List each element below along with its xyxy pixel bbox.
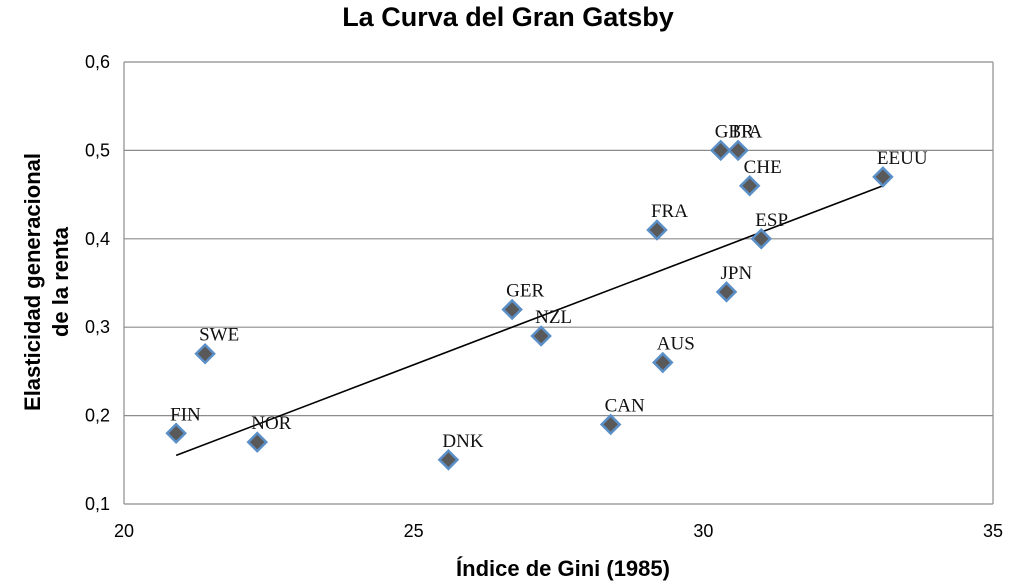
- y-tick-label: 0,1: [85, 494, 110, 514]
- point-label: FRA: [651, 201, 688, 222]
- y-tick-label: 0,6: [85, 52, 110, 72]
- x-axis-label: Índice de Gini (1985): [456, 556, 670, 581]
- data-points: [165, 139, 894, 471]
- data-point: [727, 139, 749, 162]
- data-point: [872, 166, 894, 188]
- point-label: SWE: [199, 325, 239, 346]
- y-tick-label: 0,2: [85, 406, 110, 426]
- point-label: CAN: [605, 395, 645, 416]
- data-point: [652, 351, 674, 374]
- y-tick-label: 0,5: [85, 140, 110, 160]
- point-label: NZL: [535, 307, 572, 328]
- data-point: [599, 413, 622, 436]
- point-label: AUS: [657, 334, 695, 355]
- data-point: [165, 422, 187, 445]
- x-tick-label: 20: [114, 521, 134, 541]
- trendline: [175, 185, 884, 457]
- point-label: FIN: [170, 404, 201, 425]
- point-label: NOR: [251, 413, 291, 434]
- y-tick-label: 0,3: [85, 317, 110, 337]
- data-point: [738, 174, 761, 197]
- point-label: EEUU: [877, 148, 928, 169]
- data-point: [246, 431, 269, 453]
- x-tick-label: 30: [693, 521, 713, 541]
- y-axis-ticks: 0,1 0,2 0,3 0,4 0,5 0,6: [85, 52, 110, 514]
- x-axis-ticks: 20 25 30 35: [114, 521, 1003, 541]
- x-tick-label: 35: [983, 521, 1003, 541]
- point-label: ESP: [755, 210, 788, 231]
- gridlines: [123, 61, 994, 505]
- trendline-group: [175, 185, 884, 457]
- data-point: [750, 228, 773, 250]
- point-label: DNK: [442, 431, 483, 452]
- point-label: GBR: [715, 121, 754, 142]
- y-tick-label: 0,4: [85, 229, 110, 249]
- data-point: [437, 449, 460, 471]
- data-point: [530, 325, 552, 347]
- data-point: [646, 219, 668, 241]
- x-tick-label: 25: [404, 521, 424, 541]
- point-label: ITA: [732, 121, 762, 142]
- y-axis-label-line1: Elasticidad generacional: [20, 153, 45, 411]
- point-labels: FIN SWE NOR DNK GER NZL CAN FRA AUS GBR JPN ITA CHE E…: [170, 121, 928, 451]
- point-label: GER: [506, 281, 544, 302]
- point-label: JPN: [721, 263, 753, 284]
- y-axis-label-line2: de la renta: [48, 226, 73, 337]
- chart-title: La Curva del Gran Gatsby: [342, 2, 674, 32]
- data-point: [194, 342, 216, 365]
- data-point: [709, 139, 732, 162]
- data-point: [715, 281, 738, 303]
- data-point: [501, 298, 523, 321]
- point-label: CHE: [744, 157, 782, 178]
